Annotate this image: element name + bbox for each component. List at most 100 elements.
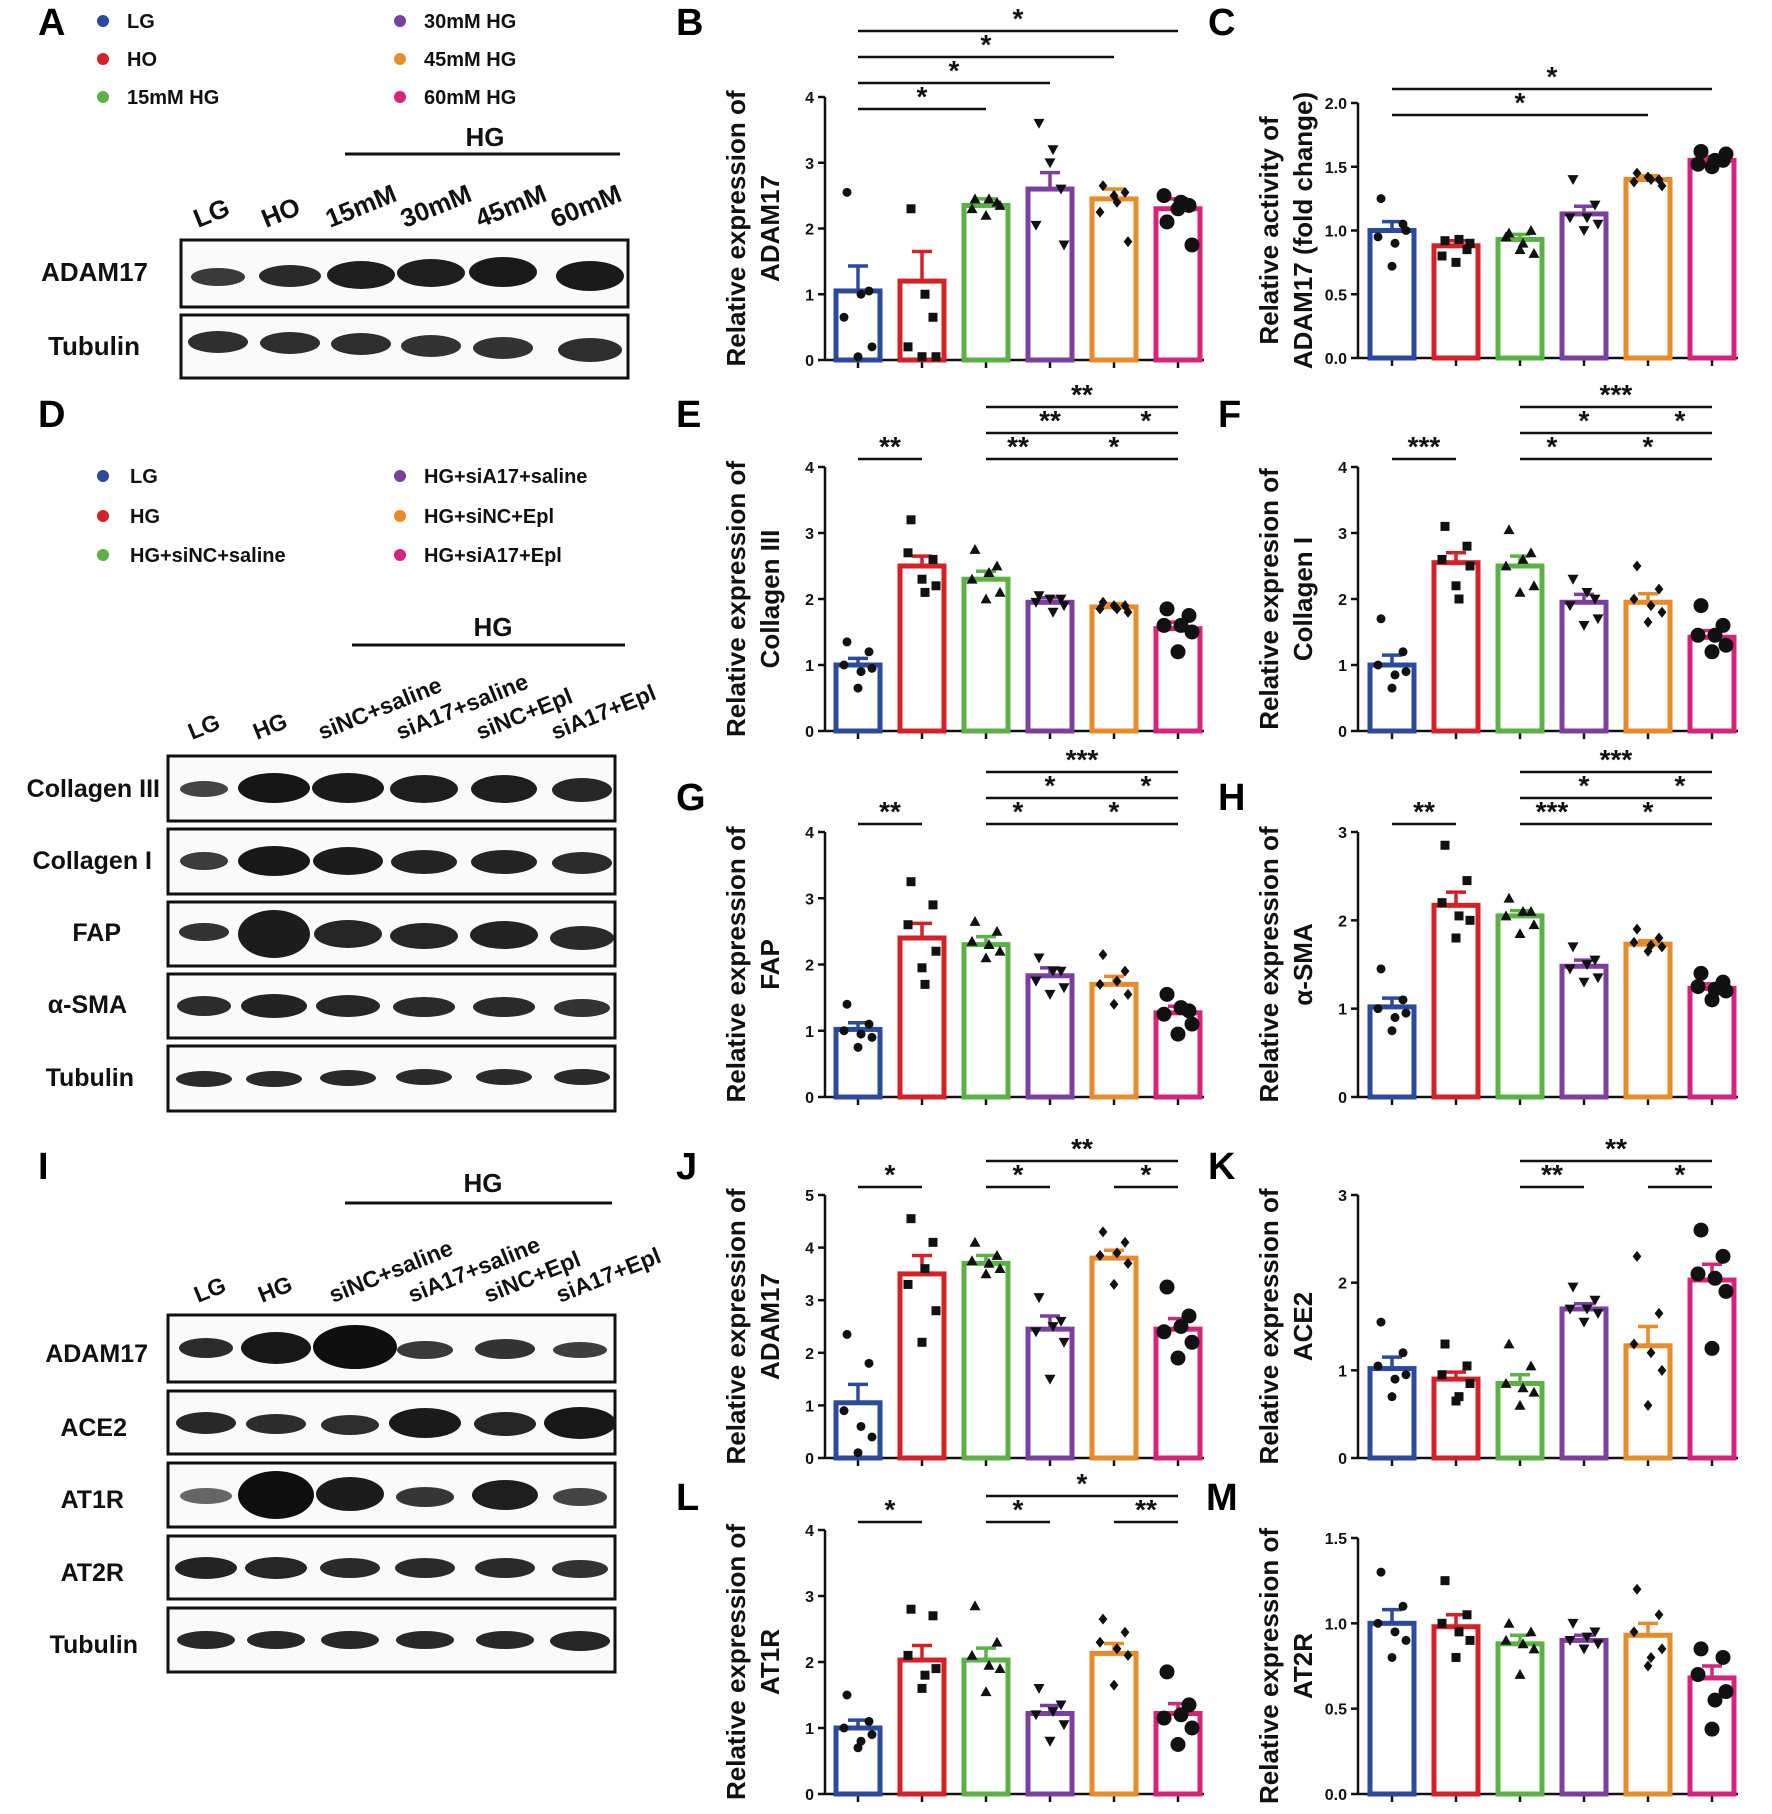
data-point (1525, 225, 1537, 235)
data-point (1440, 840, 1450, 850)
data-point (1156, 1710, 1172, 1726)
y-axis-title-line: Relative expression of (721, 826, 751, 1102)
legend-dot-60mm (394, 91, 406, 103)
y-tick-label: 1 (1338, 1002, 1347, 1019)
y-tick-label: 0 (1338, 724, 1347, 741)
data-point (1693, 143, 1709, 159)
data-point (917, 1683, 927, 1693)
data-point (867, 342, 877, 352)
data-point (1047, 607, 1059, 618)
panel-m-letter: M (1206, 1477, 1238, 1519)
data-point (1690, 156, 1706, 172)
data-point (1437, 1618, 1447, 1628)
data-point (1044, 594, 1056, 605)
legend-label: 60mM HG (424, 87, 516, 109)
blot-ace2 (166, 1389, 617, 1456)
data-point (1462, 1361, 1472, 1371)
panel-i-letter: I (38, 1146, 49, 1188)
panel-c-letter: C (1208, 2, 1235, 44)
data-point (1159, 1279, 1175, 1295)
sig-label: ** (1071, 1133, 1093, 1164)
data-point (1500, 560, 1512, 571)
data-point (1058, 1337, 1070, 1348)
data-point (1387, 1392, 1397, 1402)
y-axis-title: Relative expression of ADAM17 (721, 90, 785, 366)
legend-dot (97, 470, 109, 482)
data-point (1173, 617, 1189, 633)
data-point (1503, 1617, 1515, 1628)
y-tick-label: 1.5 (1325, 1531, 1347, 1548)
y-tick-label: 0 (805, 1451, 814, 1468)
data-point (1390, 238, 1400, 248)
panel-i: I HG LG HG siNC+saline siA17+saline siNC… (38, 1146, 664, 1674)
y-axis-title: Relative expression of FAP (721, 826, 785, 1102)
blot-collagen-iii (166, 754, 617, 823)
legend-label: HG (130, 506, 160, 528)
legend-dot (394, 549, 406, 561)
data-point (1112, 1247, 1122, 1259)
y-tick-label: 1 (1338, 658, 1347, 675)
data-point (1390, 670, 1400, 680)
data-point (1387, 683, 1397, 693)
blot-label: AT1R (61, 1486, 124, 1514)
data-point (983, 1257, 995, 1268)
data-point (1033, 118, 1045, 129)
data-point (920, 1264, 930, 1274)
data-point (1454, 1627, 1464, 1637)
data-point (1632, 1250, 1642, 1262)
data-point (853, 683, 863, 693)
data-point (1589, 1627, 1601, 1638)
data-point (1098, 1613, 1108, 1625)
y-tick-label: 0 (805, 1787, 814, 1804)
data-point (1629, 1338, 1639, 1350)
lane-label: LG (190, 1272, 229, 1308)
data-point (1033, 953, 1045, 964)
data-point (1159, 986, 1175, 1002)
y-axis-title-line: ADAM17 (fold change) (1288, 92, 1318, 369)
sig-label: * (949, 55, 960, 86)
sig-label: ** (1135, 1494, 1157, 1525)
data-point (842, 1690, 852, 1700)
data-point (1398, 1348, 1408, 1358)
data-point (1718, 1684, 1734, 1700)
data-point (906, 877, 916, 887)
data-point (1657, 1364, 1667, 1376)
data-point (1578, 1644, 1590, 1655)
data-point (969, 915, 981, 926)
y-axis-title-line: Relative expresion of (1254, 468, 1284, 730)
data-point (1159, 1664, 1175, 1680)
data-point (1704, 1721, 1720, 1737)
blot-label: ACE2 (60, 1414, 127, 1442)
data-point (1109, 1679, 1119, 1691)
sig-label: * (917, 81, 928, 112)
data-point (1514, 1669, 1526, 1679)
data-point (853, 1448, 863, 1458)
sig-label: * (1579, 405, 1590, 436)
bar (1367, 1004, 1417, 1100)
blot-at1r (166, 1461, 617, 1529)
data-point (1646, 1347, 1656, 1359)
data-point (1646, 939, 1656, 951)
data-point (917, 352, 927, 362)
bar (1623, 177, 1673, 361)
data-point (1095, 603, 1105, 615)
data-point (1373, 660, 1383, 670)
sig-label: *** (1536, 796, 1569, 827)
data-point (1451, 1652, 1461, 1662)
y-tick-label: 0 (805, 724, 814, 741)
bar (1089, 604, 1139, 734)
data-point (1112, 603, 1122, 615)
data-point (1517, 1638, 1529, 1649)
y-tick-label: 3 (1338, 825, 1347, 842)
data-point (1704, 1340, 1720, 1356)
y-tick-label: 3 (1338, 526, 1347, 543)
panel-d-lane-labels: LG HG siNC+saline siA17+saline siNC+Epl … (184, 668, 659, 745)
data-point (1462, 1610, 1472, 1620)
panel-f-letter: F (1218, 394, 1241, 436)
data-point (903, 920, 913, 930)
data-point (1173, 1707, 1189, 1723)
data-point (1462, 245, 1472, 255)
sig-label: * (1675, 405, 1686, 436)
data-point (1454, 594, 1464, 604)
